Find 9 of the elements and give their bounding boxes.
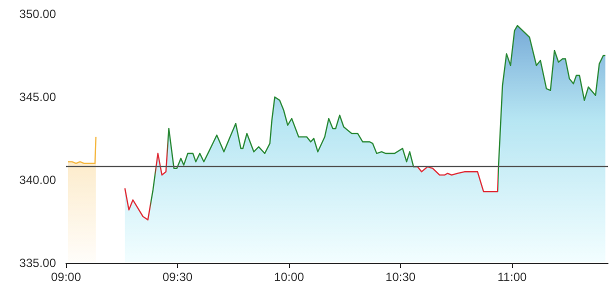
x-tick-label: 11:00	[498, 270, 527, 284]
x-tick-label: 10:30	[386, 270, 416, 284]
y-tick-label: 350.00	[19, 7, 56, 21]
x-tick-label: 10:00	[274, 270, 304, 284]
y-tick-label: 345.00	[19, 90, 56, 104]
x-tick-label: 09:00	[50, 270, 82, 284]
y-tick-label: 340.00	[19, 173, 56, 187]
x-tick-label: 09:30	[162, 270, 193, 284]
y-tick-label: 335.00	[19, 256, 56, 270]
